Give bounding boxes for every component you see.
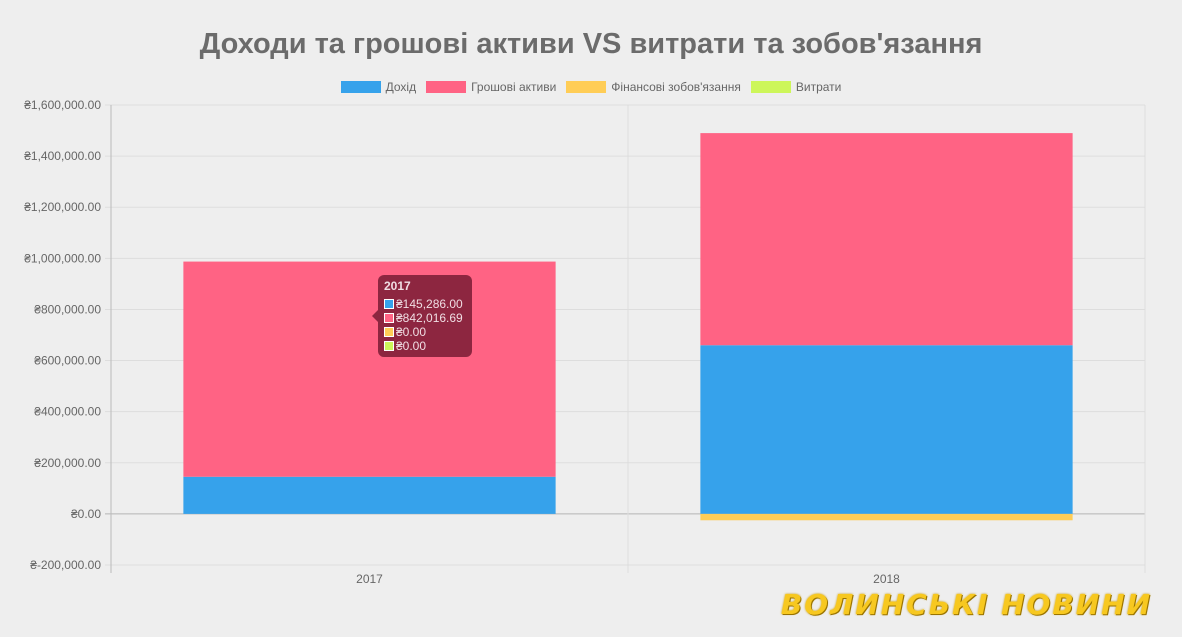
tooltip-title: 2017 [384, 279, 411, 293]
y-tick-label: ₴1,400,000.00 [24, 149, 101, 163]
bar-segment [183, 261, 556, 477]
y-tick-label: ₴0.00 [71, 507, 101, 521]
tooltip-row-expenses: ₴0.00 [384, 339, 466, 353]
y-tick-label: ₴-200,000.00 [30, 558, 101, 572]
legend-label-financial-liabilities: Фінансові зобов'язання [611, 80, 741, 94]
tooltip-value-income: ₴145,286.00 [396, 297, 463, 311]
legend-swatch-cash-assets [426, 81, 467, 93]
y-tick-label: ₴200,000.00 [34, 456, 101, 470]
legend-item-income[interactable]: Дохід [340, 80, 417, 94]
tooltip-row-cash-assets: ₴842,016.69 [384, 311, 466, 325]
legend-item-financial-liabilities[interactable]: Фінансові зобов'язання [566, 80, 741, 94]
legend-label-cash-assets: Грошові активи [471, 80, 557, 94]
legend-swatch-financial-liabilities [566, 81, 607, 93]
y-tick-label: ₴400,000.00 [34, 405, 101, 419]
legend-swatch-income [340, 81, 381, 93]
tooltip-swatch-expenses [384, 341, 394, 351]
legend-item-cash-assets[interactable]: Грошові активи [426, 80, 556, 94]
chart-legend: Дохід Грошові активи Фінансові зобов'яза… [0, 80, 1182, 94]
y-tick-label: ₴800,000.00 [34, 302, 101, 316]
y-tick-label: ₴600,000.00 [34, 354, 101, 368]
y-tick-label: ₴1,600,000.00 [24, 98, 101, 112]
legend-swatch-expenses [750, 81, 791, 93]
legend-item-expenses[interactable]: Витрати [750, 80, 842, 94]
chart-tooltip: 2017 ₴145,286.00 ₴842,016.69 ₴0.00 ₴0.00 [372, 275, 472, 357]
bar-segment [700, 133, 1073, 346]
bar-segment [183, 476, 556, 514]
tooltip-row-income: ₴145,286.00 [384, 297, 466, 311]
tooltip-swatch-cash-assets [384, 313, 394, 323]
tooltip-value-cash-assets: ₴842,016.69 [396, 311, 463, 325]
x-tick-label: 2017 [356, 572, 383, 586]
y-tick-label: ₴1,000,000.00 [24, 251, 101, 265]
tooltip-value-expenses: ₴0.00 [396, 339, 427, 353]
tooltip-swatch-financial-liabilities [384, 327, 394, 337]
legend-label-income: Дохід [385, 80, 417, 94]
y-tick-label: ₴1,200,000.00 [24, 200, 101, 214]
chart-title: Доходи та грошові активи VS витрати та з… [199, 28, 983, 60]
tooltip-row-financial-liabilities: ₴0.00 [384, 325, 466, 339]
bar-segment [700, 345, 1073, 514]
watermark-logo: ВОЛИНСЬКІ НОВИНИ [780, 588, 1152, 621]
bar-segment [700, 513, 1073, 521]
legend-label-expenses: Витрати [795, 80, 842, 94]
tooltip-swatch-income [384, 299, 394, 309]
tooltip-value-financial-liabilities: ₴0.00 [396, 325, 427, 339]
x-tick-label: 2018 [873, 572, 900, 586]
